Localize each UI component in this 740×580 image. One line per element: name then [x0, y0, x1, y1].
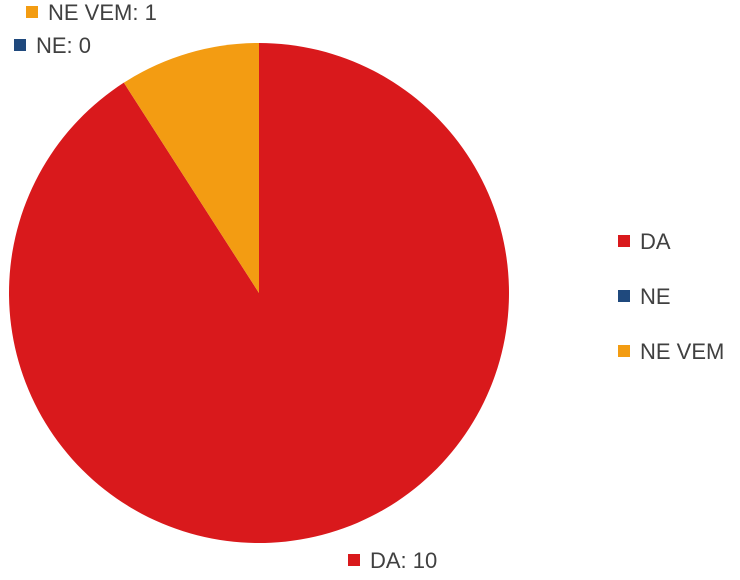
legend-item-ne-vem: NE VEM: [618, 339, 724, 364]
data-label-swatch: [26, 6, 38, 18]
legend-label: NE VEM: [640, 339, 724, 364]
data-label-ne-vem: NE VEM: 1: [26, 0, 157, 25]
data-label-da: DA: 10: [348, 548, 437, 573]
legend-item-da: DA: [618, 229, 671, 254]
data-labels: DA: 10 NE: 0 NE VEM: 1: [14, 0, 437, 573]
data-label-swatch: [348, 554, 360, 566]
data-label-text: DA: 10: [370, 548, 437, 573]
legend-item-ne: NE: [618, 284, 671, 309]
data-label-text: NE VEM: 1: [48, 0, 157, 25]
legend: DA NE NE VEM: [618, 229, 724, 364]
data-label-ne: NE: 0: [14, 33, 91, 58]
legend-label: NE: [640, 284, 671, 309]
data-label-text: NE: 0: [36, 33, 91, 58]
legend-swatch: [618, 345, 630, 357]
legend-swatch: [618, 290, 630, 302]
data-label-swatch: [14, 39, 26, 51]
pie-slices: [8, 43, 510, 543]
legend-label: DA: [640, 229, 671, 254]
legend-swatch: [618, 235, 630, 247]
pie-slice-ne-vem: [123, 43, 259, 293]
